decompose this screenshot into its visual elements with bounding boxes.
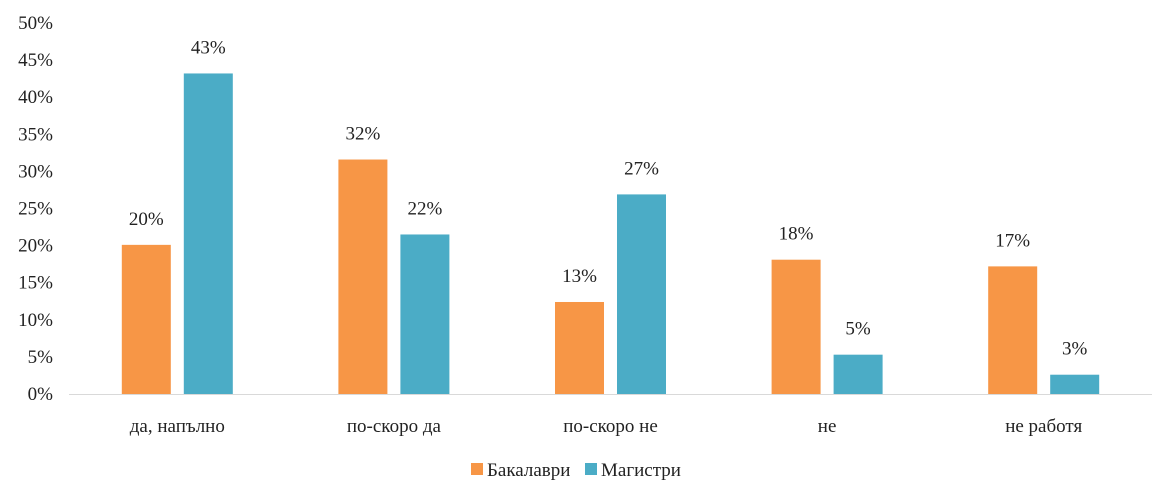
x-category-label: по-скоро не xyxy=(563,416,658,437)
bar-bakalavri xyxy=(555,301,604,394)
x-category-label: не работя xyxy=(1005,416,1082,437)
y-tick-label: 5% xyxy=(28,347,54,368)
y-tick-label: 35% xyxy=(18,124,53,145)
bar-magistri xyxy=(1050,374,1100,394)
bar-bakalavri xyxy=(121,244,171,394)
data-label: 32% xyxy=(345,124,380,145)
data-label: 18% xyxy=(779,224,814,245)
bar-bakalavri xyxy=(338,159,388,394)
y-tick-label: 30% xyxy=(18,161,53,182)
data-label: 17% xyxy=(995,230,1030,251)
x-category-label: да, напълно xyxy=(130,416,225,437)
bar-magistri xyxy=(617,194,666,394)
legend-swatch xyxy=(471,463,483,475)
legend-swatch xyxy=(585,463,597,475)
bar-magistri xyxy=(183,73,233,395)
y-tick-label: 0% xyxy=(28,384,54,405)
data-label: 22% xyxy=(407,198,442,219)
y-tick-label: 10% xyxy=(18,310,53,331)
data-label: 5% xyxy=(845,319,871,340)
legend-label: Магистри xyxy=(601,460,681,481)
bar-bakalavri xyxy=(988,266,1038,394)
data-label: 43% xyxy=(191,37,226,58)
y-tick-label: 40% xyxy=(18,87,53,108)
data-label: 3% xyxy=(1062,339,1088,360)
bar-magistri xyxy=(833,354,883,394)
x-category-label: не xyxy=(818,416,837,437)
bar-magistri xyxy=(400,234,450,394)
data-label: 20% xyxy=(129,209,164,230)
x-category-label: по-скоро да xyxy=(347,416,442,437)
y-tick-label: 45% xyxy=(18,50,53,71)
y-tick-label: 25% xyxy=(18,199,53,220)
y-tick-label: 15% xyxy=(18,273,53,294)
bar-bakalavri xyxy=(771,259,821,394)
data-label: 13% xyxy=(562,266,597,287)
legend-label: Бакалаври xyxy=(487,460,570,481)
data-label: 27% xyxy=(624,158,659,179)
y-tick-label: 20% xyxy=(18,236,53,257)
y-tick-label: 50% xyxy=(18,13,53,34)
